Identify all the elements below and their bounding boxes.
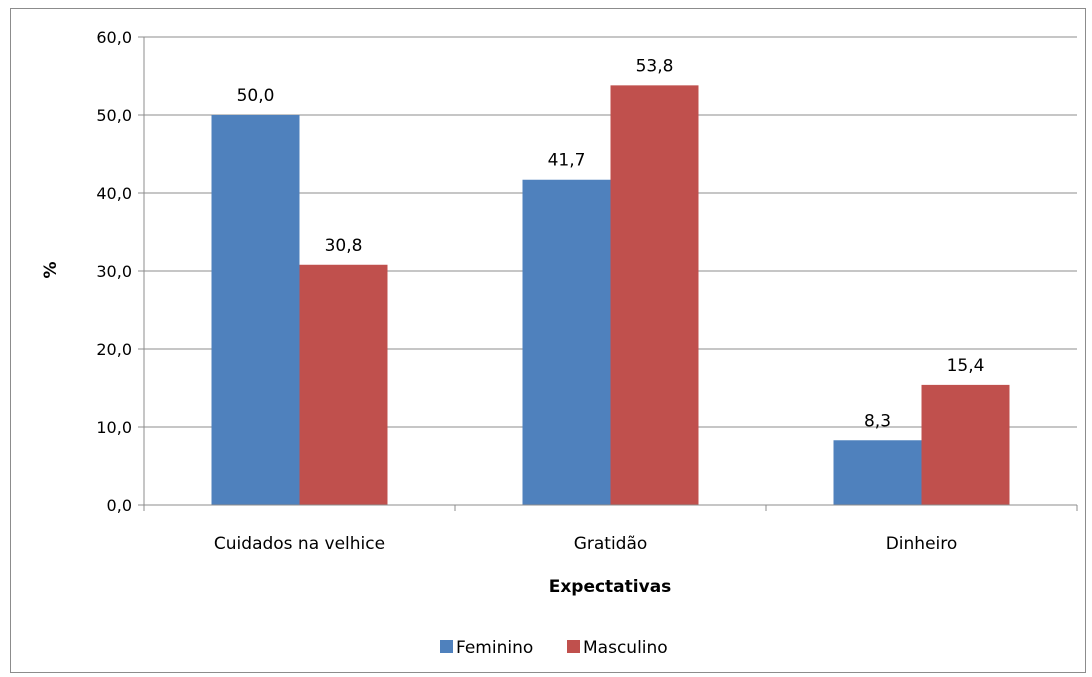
- bar-feminino: [211, 115, 300, 505]
- y-tick-labels: 0,0 10,0 20,0 30,0 40,0 50,0 60,0: [96, 28, 132, 515]
- legend-label: Masculino: [583, 638, 668, 658]
- legend-swatch: [567, 640, 580, 653]
- x-category-label: Gratidão: [574, 534, 648, 554]
- data-label: 53,8: [636, 56, 674, 76]
- y-tick-label: 20,0: [96, 340, 132, 359]
- x-category-labels: Cuidados na velhice Gratidão Dinheiro: [214, 534, 957, 554]
- data-label: 50,0: [237, 86, 275, 106]
- legend-label: Feminino: [456, 638, 533, 658]
- legend-item: Masculino: [567, 638, 668, 658]
- bar-masculino: [610, 85, 699, 506]
- data-label: 30,8: [325, 236, 363, 256]
- bar-masculino: [921, 384, 1010, 505]
- x-axis-title: Expectativas: [549, 577, 672, 597]
- bars: [211, 85, 1010, 506]
- legend: Feminino Masculino: [440, 638, 668, 658]
- data-label: 41,7: [548, 151, 586, 171]
- y-tick-label: 40,0: [96, 184, 132, 203]
- y-axis-title: %: [41, 261, 61, 278]
- bar-feminino: [522, 179, 611, 506]
- x-category-label: Dinheiro: [886, 534, 958, 554]
- data-label: 15,4: [947, 356, 985, 376]
- y-tick-label: 0,0: [107, 496, 132, 515]
- y-tick-label: 60,0: [96, 28, 132, 47]
- bar-masculino: [299, 264, 388, 505]
- y-tick-label: 10,0: [96, 418, 132, 437]
- axes: [138, 36, 1078, 511]
- y-tick-label: 30,0: [96, 262, 132, 281]
- data-label: 8,3: [864, 411, 891, 431]
- y-tick-label: 50,0: [96, 106, 132, 125]
- legend-item: Feminino: [440, 638, 533, 658]
- legend-swatch: [440, 640, 453, 653]
- data-labels: 50,0 30,8 41,7 53,8 8,3 15,4: [237, 56, 985, 431]
- x-category-label: Cuidados na velhice: [214, 534, 385, 554]
- bar-feminino: [833, 440, 922, 505]
